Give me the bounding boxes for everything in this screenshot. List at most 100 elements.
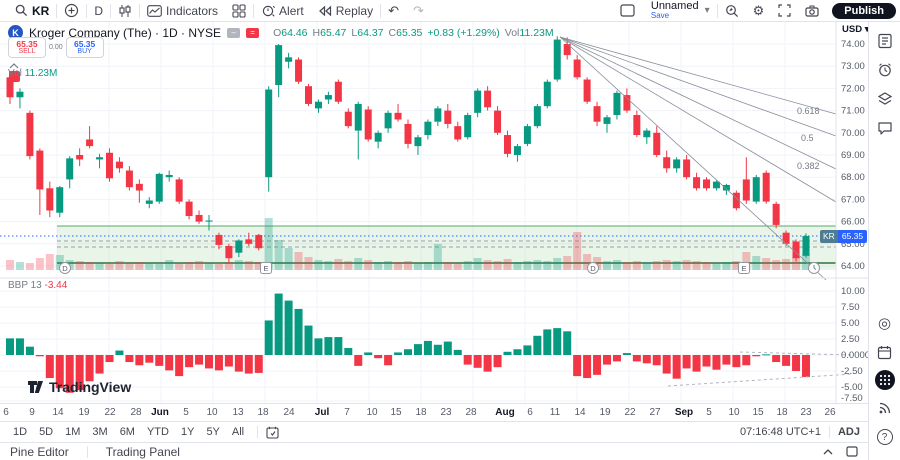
- range-button-1d[interactable]: 1D: [13, 426, 28, 438]
- svg-text:10.00: 10.00: [841, 286, 865, 297]
- restore-panel-icon[interactable]: [846, 446, 858, 457]
- layout-name-button[interactable]: Unnamed Save ▾: [642, 0, 717, 21]
- low-value: 64.37: [357, 26, 384, 39]
- camera-icon: [805, 5, 819, 17]
- search-icon: [15, 4, 28, 17]
- volume-legend[interactable]: Vol 11.23M: [8, 68, 58, 79]
- quick-search-button[interactable]: [718, 0, 746, 21]
- svg-text:72.00: 72.00: [841, 83, 865, 94]
- symbol-search-button[interactable]: KR: [8, 0, 56, 21]
- save-link[interactable]: Save: [650, 10, 670, 20]
- range-button-3m[interactable]: 3M: [92, 426, 108, 438]
- svg-text:5.00: 5.00: [841, 318, 860, 329]
- layout-select-button[interactable]: [613, 0, 642, 21]
- snapshot-button[interactable]: [798, 0, 826, 21]
- main-area: 0.618 0.5 0.382 D E D E USD ▾ 74.00 73.00 72.00 71.…: [0, 22, 900, 460]
- bbp-trendline[interactable]: [667, 373, 853, 387]
- order-marker[interactable]: [9, 63, 20, 82]
- range-button-1y[interactable]: 1Y: [180, 426, 195, 438]
- indicator-templates-button[interactable]: [225, 0, 253, 21]
- time-axis-label: 24: [283, 407, 295, 418]
- apps-menu-button[interactable]: [874, 370, 895, 390]
- sell-button[interactable]: 65.35 SELL: [8, 37, 46, 58]
- watchlist-icon: [877, 33, 892, 49]
- chevron-up-icon[interactable]: [822, 448, 834, 456]
- change-value: +0.83 (+1.29%): [427, 26, 500, 39]
- help-button[interactable]: ?: [874, 426, 896, 448]
- svg-text:2.50: 2.50: [841, 334, 860, 345]
- range-button-5d[interactable]: 5D: [39, 426, 54, 438]
- time-axis-label: 22: [104, 407, 116, 418]
- toolbar-divider: [86, 3, 88, 18]
- range-button-ytd[interactable]: YTD: [146, 426, 169, 438]
- hotlist-button[interactable]: ◎: [874, 312, 896, 334]
- replay-button[interactable]: Replay: [311, 0, 380, 21]
- range-button-6m[interactable]: 6M: [119, 426, 135, 438]
- time-axis-label: 14: [52, 407, 64, 418]
- support-zone-drawing[interactable]: [57, 225, 836, 270]
- range-button-all[interactable]: All: [231, 426, 245, 438]
- settings-button[interactable]: ⚙: [746, 0, 772, 21]
- replay-icon: [318, 5, 332, 17]
- help-icon: ?: [876, 429, 893, 445]
- bbp-trendline[interactable]: [739, 351, 853, 356]
- adj-toggle[interactable]: ADJ: [837, 426, 860, 438]
- bbp-legend[interactable]: BBP 13 -3.44: [8, 280, 68, 291]
- compare-button[interactable]: [57, 0, 86, 21]
- time-axis-label: 5: [706, 407, 712, 418]
- alert-label: Alert: [279, 3, 304, 18]
- clock[interactable]: 07:16:48 UTC+1: [739, 426, 821, 438]
- price-scale[interactable]: USD ▾ 74.00 73.00 72.00 71.00 70.00 69.00 68.00…: [835, 22, 868, 403]
- trading-panel-button[interactable]: Trading Panel: [105, 444, 180, 459]
- toolbar-divider: [380, 3, 382, 18]
- watchlist-button[interactable]: [874, 30, 896, 52]
- indicators-button[interactable]: Indicators: [140, 0, 225, 21]
- buy-button[interactable]: 65.35 BUY: [65, 37, 104, 58]
- fib-level-label: 0.5: [801, 133, 814, 143]
- time-axis-label: 22: [624, 407, 636, 418]
- tradingview-logo-icon: [28, 380, 44, 394]
- range-buttons: 1D 5D 1M 3M 6M YTD 1Y 5Y All: [8, 424, 279, 440]
- undo-button[interactable]: ↶: [381, 0, 406, 21]
- gear-icon: ⚙: [752, 2, 765, 18]
- interval-button[interactable]: D: [87, 0, 110, 21]
- goto-date-icon[interactable]: [266, 426, 279, 439]
- time-axis-label: 19: [78, 407, 90, 418]
- volume-bars: [6, 218, 810, 270]
- range-button-5y[interactable]: 5Y: [206, 426, 220, 438]
- alert-button[interactable]: Alert: [254, 0, 311, 21]
- time-axis-label: 9: [29, 407, 35, 418]
- replay-label: Replay: [335, 3, 374, 18]
- chart-style-button[interactable]: [111, 0, 139, 21]
- pine-editor-button[interactable]: Pine Editor: [10, 444, 69, 459]
- market-status-icon[interactable]: =: [246, 27, 260, 38]
- legend-collapse-icon[interactable]: –: [227, 27, 241, 38]
- object-tree-button[interactable]: [874, 88, 896, 110]
- time-axis-label: 6: [3, 407, 9, 418]
- publish-button[interactable]: Publish: [832, 2, 896, 19]
- layers-icon: [877, 92, 892, 105]
- legend-title[interactable]: Kroger Company (The) · 1D · NYSE: [29, 25, 222, 40]
- time-axis-label: 18: [257, 407, 269, 418]
- time-axis[interactable]: 6 9 14 19 22 28 Jun 5 10 13 18 24 Jul 7 10 15 18 23 28 Aug 6…: [0, 403, 868, 421]
- range-button-1m[interactable]: 1M: [65, 426, 81, 438]
- quick-search-icon: [725, 4, 739, 18]
- time-axis-label: 23: [440, 407, 452, 418]
- redo-button[interactable]: ↷: [406, 0, 431, 21]
- fullscreen-button[interactable]: [771, 0, 798, 21]
- panel-layout-icon: [620, 4, 635, 17]
- calendar-button[interactable]: [874, 341, 896, 363]
- price-label-symbol: KR: [820, 230, 838, 243]
- time-axis-label: 23: [800, 407, 812, 418]
- chart-pane[interactable]: 0.618 0.5 0.382 D E D E USD ▾ 74.00 73.00 72.00 71.…: [0, 22, 868, 403]
- trend-fan-drawing[interactable]: 0.618 0.5 0.382: [559, 36, 837, 281]
- chart-legend[interactable]: K Kroger Company (The) · 1D · NYSE – = O…: [8, 25, 554, 40]
- alerts-button[interactable]: [874, 59, 896, 81]
- chat-button[interactable]: [874, 117, 896, 139]
- svg-text:-2.50: -2.50: [841, 366, 863, 377]
- broadcast-button[interactable]: [874, 397, 896, 419]
- toolbar-divider: [139, 3, 141, 18]
- indicators-icon: [147, 4, 162, 18]
- chart-canvas[interactable]: 0.618 0.5 0.382 D E D E USD ▾ 74.00 73.00 72.00 71.…: [0, 22, 868, 403]
